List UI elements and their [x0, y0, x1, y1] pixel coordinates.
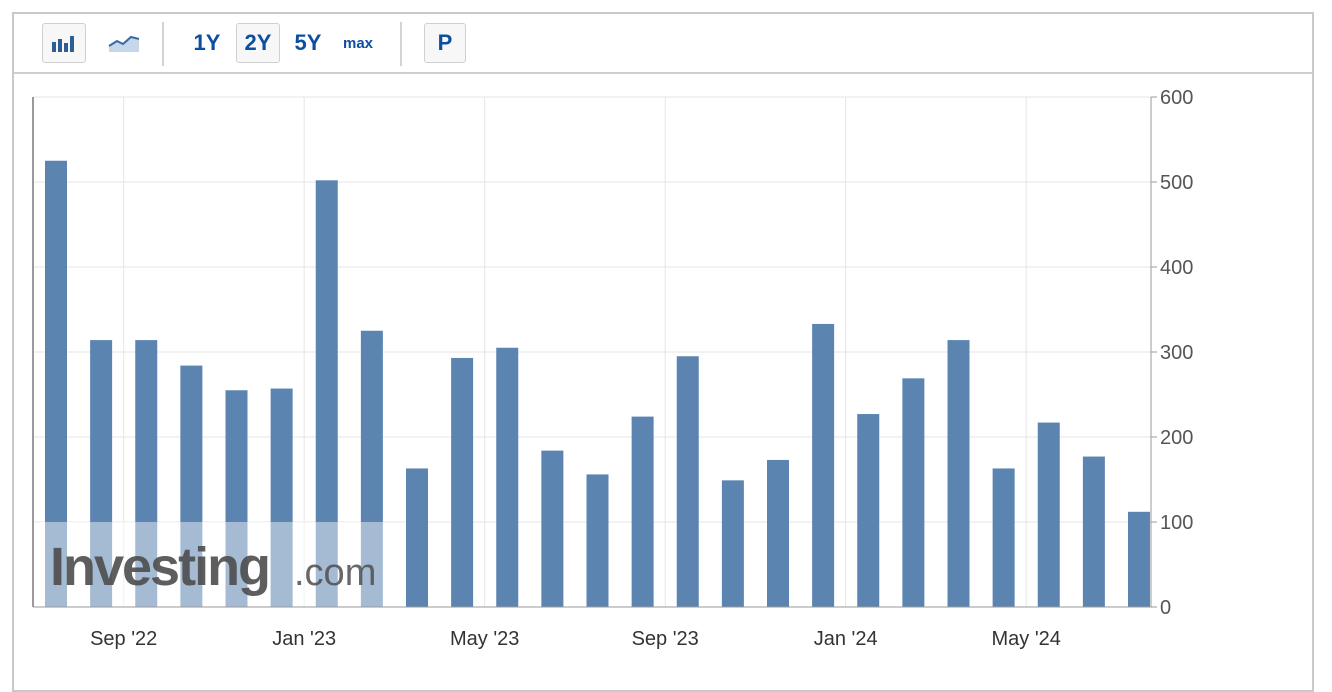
bar: Feb '23: 502: [315, 180, 338, 608]
bar: Jan '23: 257: [270, 388, 293, 607]
bar: Oct '22: 314: [135, 340, 158, 607]
bar: Sep '23: 224: [631, 416, 654, 607]
x-tick-label: May '24: [991, 628, 1060, 650]
range-max-button[interactable]: max: [342, 34, 374, 52]
bar: Jul '23: 184: [541, 450, 564, 607]
bar: Jun '24: 217: [1037, 422, 1060, 607]
x-tick-label: May '23: [450, 628, 519, 650]
y-tick-label: 500: [1160, 172, 1193, 194]
bar: Nov '22: 284: [180, 365, 203, 607]
x-tick-label: Jan '24: [814, 628, 878, 650]
y-tick-label: 0: [1160, 597, 1171, 619]
y-tick-label: 300: [1160, 342, 1193, 364]
bar: Aug '22: 525: [45, 160, 67, 607]
line-chart-button[interactable]: [102, 23, 146, 63]
bar: Aug '23: 156: [586, 474, 609, 607]
bar: Dec '23: 173: [767, 459, 789, 607]
bar: May '24: 163: [992, 468, 1015, 607]
watermark-brand: Investing: [50, 537, 269, 597]
range-2y-button[interactable]: 2Y: [236, 23, 280, 63]
toolbar-divider: [162, 22, 164, 66]
range-5y-button[interactable]: 5Y: [294, 30, 322, 55]
x-tick-label: Sep '23: [632, 628, 699, 650]
bar: Sep '22: 314: [90, 340, 113, 607]
bar: Oct '23: 295: [676, 356, 699, 607]
watermark-backdrop: [40, 522, 385, 607]
bar: Aug '24: 112: [1128, 511, 1150, 607]
x-tick-label: Jan '23: [272, 628, 336, 650]
bar: Feb '24: 227: [857, 414, 880, 607]
y-tick-label: 600: [1160, 87, 1193, 109]
toolbar-divider: [400, 22, 402, 66]
chart-toolbar: 1Y 2Y 5Y max P: [14, 14, 1312, 74]
bar: Nov '23: 149: [721, 480, 744, 607]
bar: Mar '23: 325: [360, 330, 383, 607]
bar: Apr '23: 163: [406, 468, 428, 607]
bar: Jan '24: 333: [812, 323, 835, 607]
y-tick-label: 400: [1160, 257, 1193, 279]
bar: Jul '24: 177: [1082, 456, 1105, 607]
bar: May '23: 293: [451, 357, 474, 607]
range-1y-button[interactable]: 1Y: [193, 30, 221, 55]
investing-watermark: Investing .com: [40, 522, 385, 607]
x-tick-label: Sep '22: [90, 628, 157, 650]
line-chart-icon: [108, 35, 140, 52]
y-tick-label: 100: [1160, 512, 1193, 534]
bar: Jun '23: 305: [496, 347, 519, 607]
y-tick-label: 200: [1160, 427, 1193, 449]
p-button[interactable]: P: [424, 23, 466, 63]
bar-chart-icon: [52, 36, 74, 52]
bar: Apr '24: 314: [947, 340, 970, 607]
bar-chart-button[interactable]: [42, 23, 86, 63]
watermark-suffix: .com: [294, 552, 376, 594]
bar: Dec '22: 255: [225, 390, 248, 607]
bar: Mar '24: 269: [902, 378, 925, 607]
